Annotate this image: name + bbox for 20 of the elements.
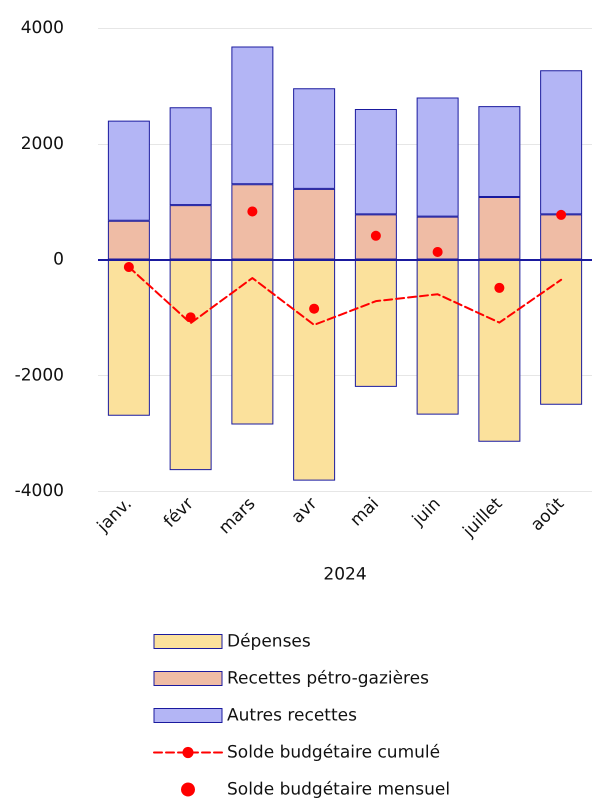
legend-label: Autres recettes [227, 706, 358, 726]
point [556, 210, 566, 220]
point [309, 304, 320, 314]
y-tick-label: -4000 [14, 481, 64, 501]
x-tick-label: avr [288, 494, 322, 528]
y-tick-label: 4000 [20, 18, 64, 38]
legend-label: Recettes pétro-gazières [227, 668, 430, 688]
y-tick-label: 0 [53, 250, 64, 270]
point [186, 312, 196, 322]
point [370, 230, 381, 241]
point [247, 206, 258, 216]
legend-label: Dépenses [227, 632, 311, 652]
legend-label: Solde budgétaire cumulé [227, 742, 440, 762]
point [124, 262, 134, 272]
legend-label: Solde budgétaire mensuel [227, 780, 450, 800]
x-axis-title: 2024 [323, 564, 367, 584]
point [432, 246, 443, 257]
y-tick-label: 2000 [20, 134, 64, 154]
y-tick-label: -2000 [14, 365, 64, 386]
point [494, 282, 504, 293]
